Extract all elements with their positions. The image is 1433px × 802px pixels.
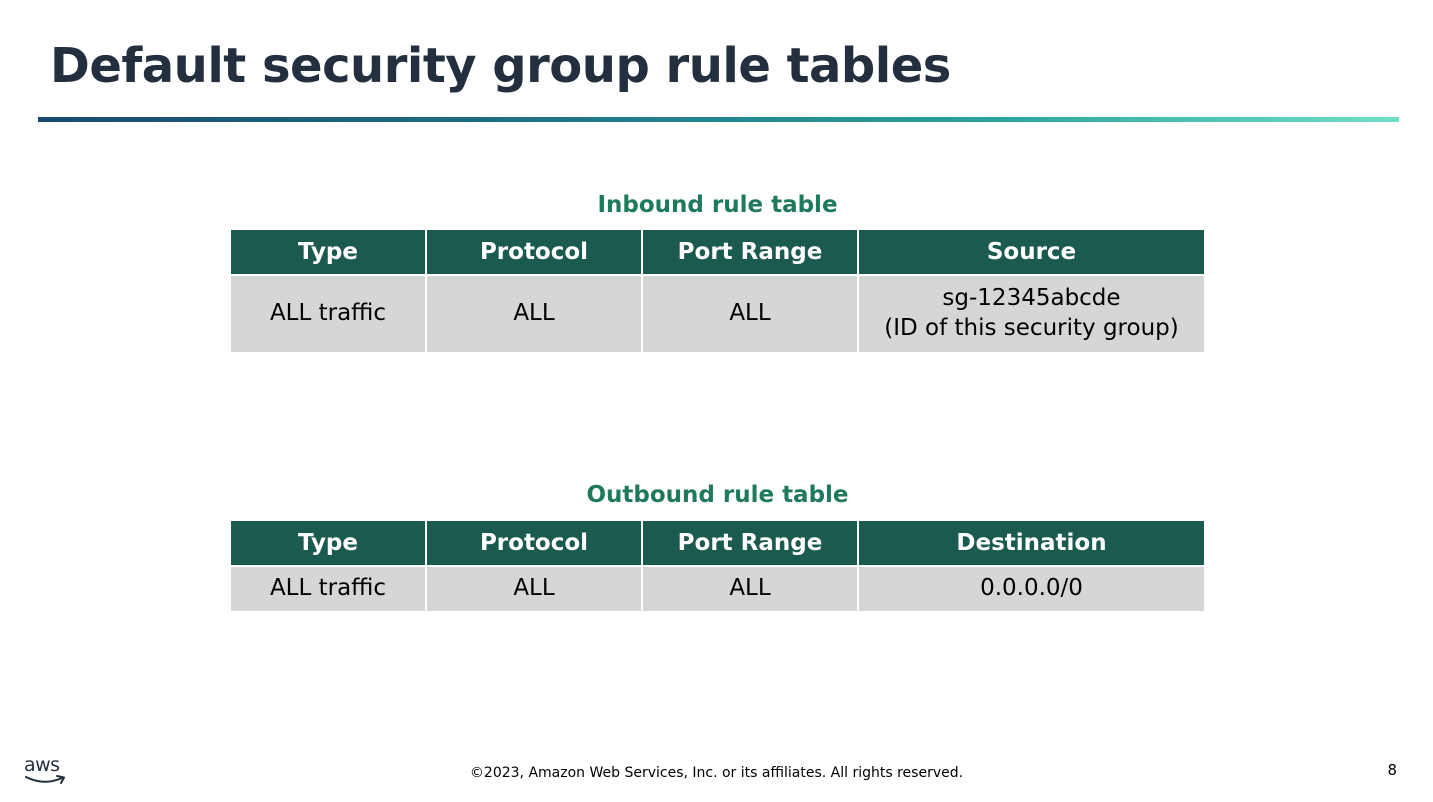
source-id: sg-12345abcde [942, 285, 1121, 312]
table-row: ALL traffic ALL ALL 0.0.0.0/0 [231, 567, 1204, 611]
header-destination: Destination [859, 521, 1204, 565]
page-number: 8 [1387, 761, 1397, 779]
cell-protocol: ALL [427, 567, 641, 611]
cell-destination: 0.0.0.0/0 [859, 567, 1204, 611]
header-protocol: Protocol [427, 521, 641, 565]
header-type: Type [231, 521, 425, 565]
header-source: Source [859, 230, 1204, 274]
source-description: (ID of this security group) [884, 315, 1179, 341]
cell-protocol: ALL [427, 276, 641, 352]
cell-source: sg-12345abcde (ID of this security group… [859, 276, 1204, 352]
inbound-rule-table: Type Protocol Port Range Source ALL traf… [229, 228, 1206, 354]
cell-port-range: ALL [643, 567, 857, 611]
table-header-row: Type Protocol Port Range Source [231, 230, 1204, 274]
footer-copyright: ©2023, Amazon Web Services, Inc. or its … [469, 765, 964, 781]
header-port-range: Port Range [643, 521, 857, 565]
aws-logo: aws [24, 754, 70, 786]
header-port-range: Port Range [643, 230, 857, 274]
cell-port-range: ALL [643, 276, 857, 352]
slide-title: Default security group rule tables [50, 38, 951, 94]
aws-logo-text: aws [24, 754, 60, 776]
outbound-rule-table: Type Protocol Port Range Destination ALL… [229, 519, 1206, 613]
header-protocol: Protocol [427, 230, 641, 274]
cell-type: ALL traffic [231, 567, 425, 611]
title-divider [38, 117, 1399, 122]
header-type: Type [231, 230, 425, 274]
inbound-table-caption: Inbound rule table [597, 192, 838, 218]
cell-type: ALL traffic [231, 276, 425, 352]
table-header-row: Type Protocol Port Range Destination [231, 521, 1204, 565]
outbound-table-caption: Outbound rule table [586, 482, 849, 508]
aws-smile-icon [25, 775, 65, 784]
table-row: ALL traffic ALL ALL sg-12345abcde (ID of… [231, 276, 1204, 352]
